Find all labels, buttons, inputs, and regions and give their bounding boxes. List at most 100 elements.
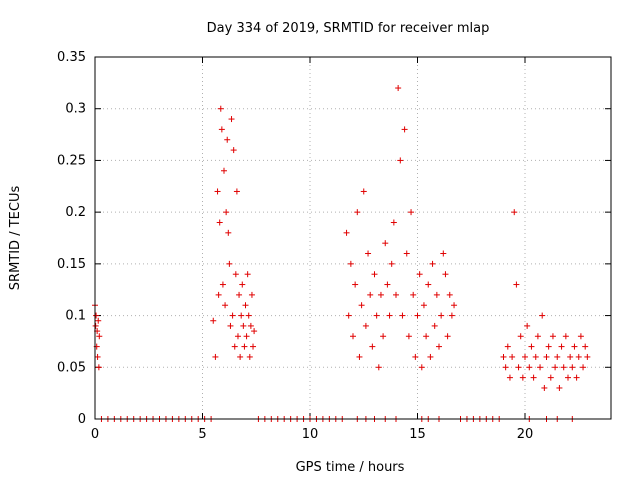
data-point-marker bbox=[240, 322, 247, 329]
data-point-marker bbox=[92, 322, 99, 329]
data-point-marker bbox=[388, 260, 395, 267]
data-point-marker bbox=[248, 291, 255, 298]
data-point-marker bbox=[509, 353, 516, 360]
data-point-marker bbox=[423, 333, 430, 340]
data-point-marker bbox=[227, 322, 234, 329]
data-point-marker bbox=[347, 260, 354, 267]
data-point-marker bbox=[543, 353, 550, 360]
data-point-marker bbox=[511, 209, 518, 216]
data-point-marker bbox=[532, 353, 539, 360]
data-point-marker bbox=[373, 312, 380, 319]
data-point-marker bbox=[241, 343, 248, 350]
data-point-marker bbox=[562, 333, 569, 340]
data-point-marker bbox=[438, 312, 445, 319]
data-point-marker bbox=[504, 343, 511, 350]
data-point-marker bbox=[390, 219, 397, 226]
data-point-marker bbox=[429, 260, 436, 267]
data-point-marker bbox=[231, 343, 238, 350]
data-point-marker bbox=[500, 353, 507, 360]
y-tick-label: 0.3 bbox=[65, 102, 86, 117]
data-point-marker bbox=[224, 136, 231, 143]
data-point-marker bbox=[584, 353, 591, 360]
data-point-marker bbox=[556, 384, 563, 391]
data-point-marker bbox=[577, 333, 584, 340]
data-point-marker bbox=[530, 374, 537, 381]
y-tick-label: 0.35 bbox=[57, 50, 86, 65]
data-point-marker bbox=[537, 364, 544, 371]
data-point-marker bbox=[425, 281, 432, 288]
data-point-marker bbox=[436, 343, 442, 350]
data-point-marker bbox=[547, 374, 554, 381]
data-point-marker bbox=[526, 364, 533, 371]
data-point-marker bbox=[369, 343, 376, 350]
data-point-marker bbox=[96, 333, 103, 340]
axis-ticks: 0 0.05 0.1 0.15 0.2 0.25 0.3 0.35 0 5 10 15 20 bbox=[57, 50, 611, 442]
data-point-marker bbox=[414, 312, 421, 319]
data-point-marker bbox=[218, 126, 225, 133]
data-point-marker bbox=[377, 291, 384, 298]
data-point-marker bbox=[251, 328, 258, 335]
data-point-marker bbox=[549, 333, 556, 340]
data-point-marker bbox=[397, 157, 404, 164]
data-point-marker bbox=[451, 302, 458, 309]
data-point-marker bbox=[502, 364, 509, 371]
data-point-marker bbox=[412, 353, 419, 360]
data-point-marker bbox=[237, 353, 244, 360]
data-point-marker bbox=[401, 126, 408, 133]
data-point-marker bbox=[580, 364, 587, 371]
data-point-marker bbox=[440, 250, 447, 257]
data-point-marker bbox=[393, 291, 399, 298]
data-point-marker bbox=[405, 333, 412, 340]
data-point-marker bbox=[236, 291, 243, 298]
data-point-marker bbox=[356, 353, 363, 360]
x-tick-label: 5 bbox=[198, 427, 206, 442]
data-point-marker bbox=[558, 343, 565, 350]
data-point-marker bbox=[386, 312, 393, 319]
data-point-marker bbox=[221, 167, 227, 174]
y-tick-label: 0.1 bbox=[65, 309, 86, 324]
y-tick-label: 0.15 bbox=[57, 257, 86, 272]
data-point-marker bbox=[410, 291, 417, 298]
data-point-marker bbox=[522, 353, 528, 360]
chart-title: Day 334 of 2019, SRMTID for receiver mla… bbox=[207, 21, 490, 36]
data-point-marker bbox=[352, 281, 359, 288]
data-point-marker bbox=[552, 364, 559, 371]
data-point-marker bbox=[448, 312, 455, 319]
data-point-marker bbox=[219, 281, 226, 288]
data-point-marker bbox=[215, 291, 222, 298]
data-point-marker bbox=[569, 364, 576, 371]
data-point-marker bbox=[217, 105, 224, 112]
data-point-marker bbox=[420, 302, 427, 309]
data-point-marker bbox=[214, 188, 221, 195]
data-point-marker bbox=[245, 312, 252, 319]
data-point-marker bbox=[582, 343, 589, 350]
data-point-marker bbox=[229, 312, 236, 319]
data-points bbox=[92, 85, 591, 422]
data-point-marker bbox=[246, 353, 253, 360]
data-point-marker bbox=[403, 250, 410, 257]
plot-frame bbox=[94, 56, 612, 420]
data-point-marker bbox=[575, 353, 582, 360]
data-point-marker bbox=[442, 271, 449, 278]
x-tick-label: 10 bbox=[302, 427, 319, 442]
data-point-marker bbox=[375, 364, 382, 371]
data-point-marker bbox=[539, 312, 546, 319]
data-point-marker bbox=[365, 250, 372, 257]
data-point-marker bbox=[250, 343, 257, 350]
data-point-marker bbox=[238, 312, 245, 319]
data-point-marker bbox=[433, 291, 440, 298]
x-axis-label: GPS time / hours bbox=[296, 460, 405, 475]
data-point-marker bbox=[384, 281, 391, 288]
data-point-marker bbox=[232, 271, 239, 278]
data-point-marker bbox=[418, 364, 425, 371]
data-point-marker bbox=[95, 317, 102, 324]
data-point-marker bbox=[244, 271, 251, 278]
data-point-marker bbox=[95, 364, 102, 371]
data-point-marker bbox=[380, 333, 387, 340]
data-point-marker bbox=[222, 302, 229, 309]
data-point-marker bbox=[216, 219, 223, 226]
data-point-marker bbox=[567, 353, 574, 360]
data-point-marker bbox=[243, 333, 250, 340]
data-point-marker bbox=[431, 322, 438, 329]
